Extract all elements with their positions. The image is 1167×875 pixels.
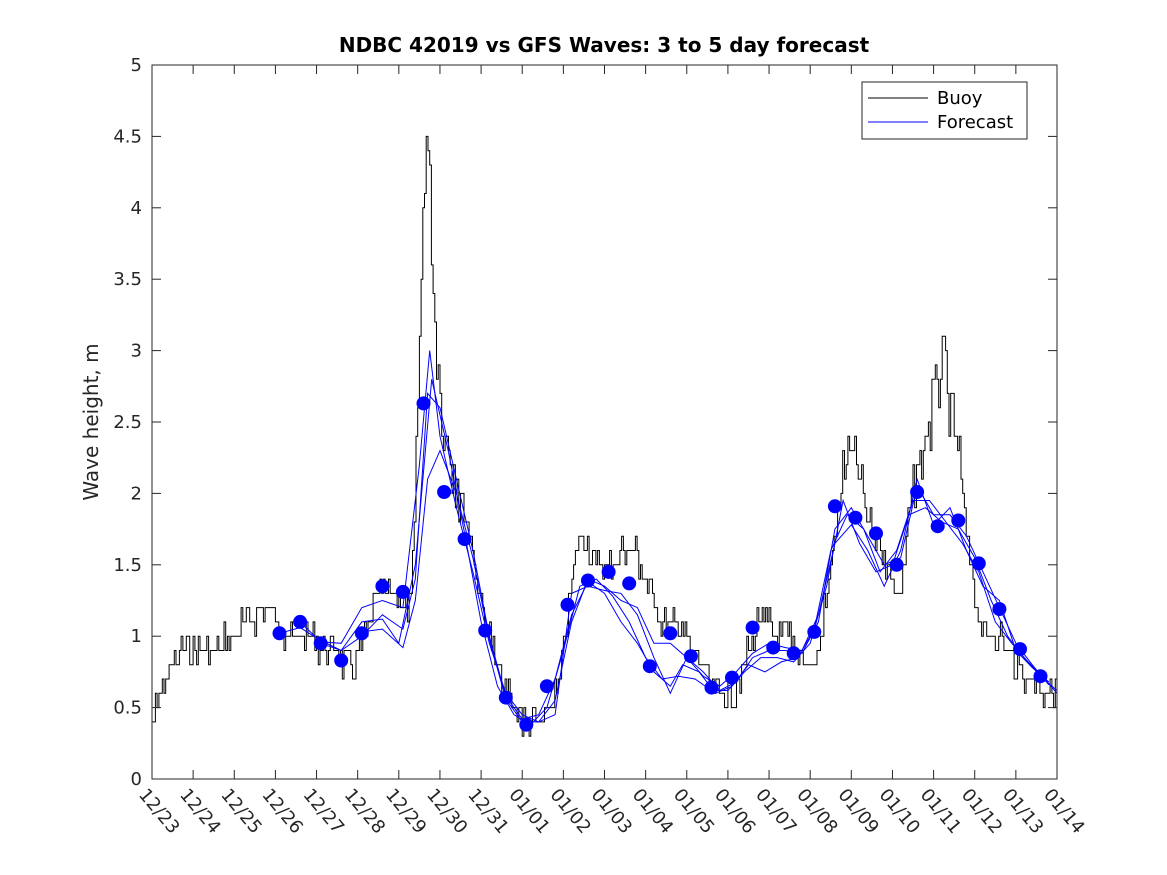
- forecast-marker: [519, 717, 534, 732]
- x-tick-label: 01/01: [504, 785, 553, 838]
- legend-forecast-label: Forecast: [937, 112, 1013, 133]
- x-tick-label: 12/25: [216, 785, 265, 838]
- x-tick-label: 12/29: [381, 785, 430, 838]
- forecast-marker: [457, 532, 472, 547]
- y-tick-label: 0.5: [113, 698, 142, 719]
- plot-area: [152, 65, 1057, 779]
- forecast-marker: [1033, 669, 1048, 684]
- legend-box: [861, 81, 1028, 140]
- forecast-marker: [601, 564, 616, 579]
- forecast-marker: [416, 396, 431, 411]
- x-tick-label: 12/28: [340, 785, 389, 838]
- forecast-marker: [889, 557, 904, 572]
- y-tick-label: 4.5: [113, 126, 142, 147]
- forecast-marker: [1013, 642, 1027, 657]
- y-tick-label: 4: [131, 198, 142, 219]
- x-tick-label: 01/13: [998, 785, 1047, 838]
- x-tick-label: 01/11: [916, 785, 965, 838]
- y-tick-label: 1.5: [113, 555, 142, 576]
- forecast-marker: [869, 526, 883, 541]
- y-tick-label: 3: [131, 341, 142, 362]
- forecast-marker: [642, 659, 657, 674]
- forecast-marker: [478, 623, 493, 638]
- forecast-marker: [725, 670, 739, 685]
- forecast-marker: [683, 649, 698, 664]
- forecast-marker: [930, 519, 945, 534]
- forecast-marker: [910, 485, 925, 499]
- x-tick-label: 12/30: [422, 785, 471, 838]
- x-tick-label: 01/08: [792, 785, 841, 838]
- x-tick-label: 01/04: [628, 785, 677, 838]
- forecast-marker: [827, 499, 842, 514]
- x-tick-label: 12/27: [299, 785, 348, 838]
- forecast-marker: [971, 556, 986, 571]
- x-tick-label: 01/14: [1039, 785, 1088, 838]
- forecast-marker: [766, 640, 781, 655]
- y-tick-label: 0: [131, 769, 142, 790]
- forecast-marker: [293, 614, 308, 629]
- x-tick-label: 01/09: [833, 785, 882, 838]
- buoy-series-line: [152, 135, 1058, 737]
- series-layer: [152, 135, 1058, 737]
- y-axis: 0 0.5 1 1.5 2 2.5 3 3.5 4 4.5 5: [113, 55, 1057, 790]
- legend-buoy-label: Buoy: [937, 88, 983, 109]
- forecast-marker: [313, 636, 328, 651]
- forecast-marker: [334, 653, 349, 668]
- forecast-marker: [272, 626, 287, 641]
- forecast-marker: [395, 584, 410, 599]
- forecast-marker: [581, 573, 595, 588]
- forecast-marker: [498, 690, 513, 705]
- forecast-marker-layer: [272, 396, 1048, 732]
- x-tick-label: 01/05: [669, 785, 718, 838]
- forecast-marker: [560, 597, 575, 612]
- forecast-series-line-3: [320, 392, 1058, 720]
- forecast-marker: [437, 485, 452, 499]
- legend: Buoy Forecast: [861, 81, 1028, 140]
- forecast-marker: [992, 602, 1007, 617]
- forecast-marker: [375, 579, 390, 594]
- forecast-marker: [704, 680, 719, 695]
- forecast-marker: [786, 646, 801, 661]
- y-axis-label: Wave height, m: [79, 343, 103, 500]
- forecast-marker: [663, 626, 678, 641]
- y-tick-label: 2: [131, 483, 142, 504]
- y-tick-label: 1: [131, 626, 142, 647]
- x-tick-label: 12/24: [175, 785, 224, 838]
- x-tick-label: 12/26: [258, 785, 307, 838]
- x-tick-label: 01/03: [587, 785, 636, 838]
- y-tick-label: 5: [131, 55, 142, 76]
- forecast-marker: [622, 576, 637, 591]
- forecast-marker: [848, 510, 863, 525]
- forecast-marker: [745, 620, 760, 635]
- y-tick-label: 3.5: [113, 269, 142, 290]
- forecast-marker: [807, 624, 822, 639]
- x-tick-label: 01/12: [957, 785, 1006, 838]
- y-tick-label: 2.5: [113, 412, 142, 433]
- forecast-marker: [951, 513, 966, 528]
- chart-title: NDBC 42019 vs GFS Waves: 3 to 5 day fore…: [339, 33, 870, 57]
- x-tick-label: 12/31: [463, 785, 512, 838]
- x-tick-label: 01/10: [875, 785, 924, 838]
- x-tick-label: 01/02: [546, 785, 595, 838]
- forecast-marker: [354, 626, 369, 641]
- x-tick-label: 12/23: [134, 785, 183, 838]
- x-tick-label: 01/07: [751, 785, 800, 838]
- x-tick-label: 01/06: [710, 785, 759, 838]
- forecast-marker: [539, 679, 554, 694]
